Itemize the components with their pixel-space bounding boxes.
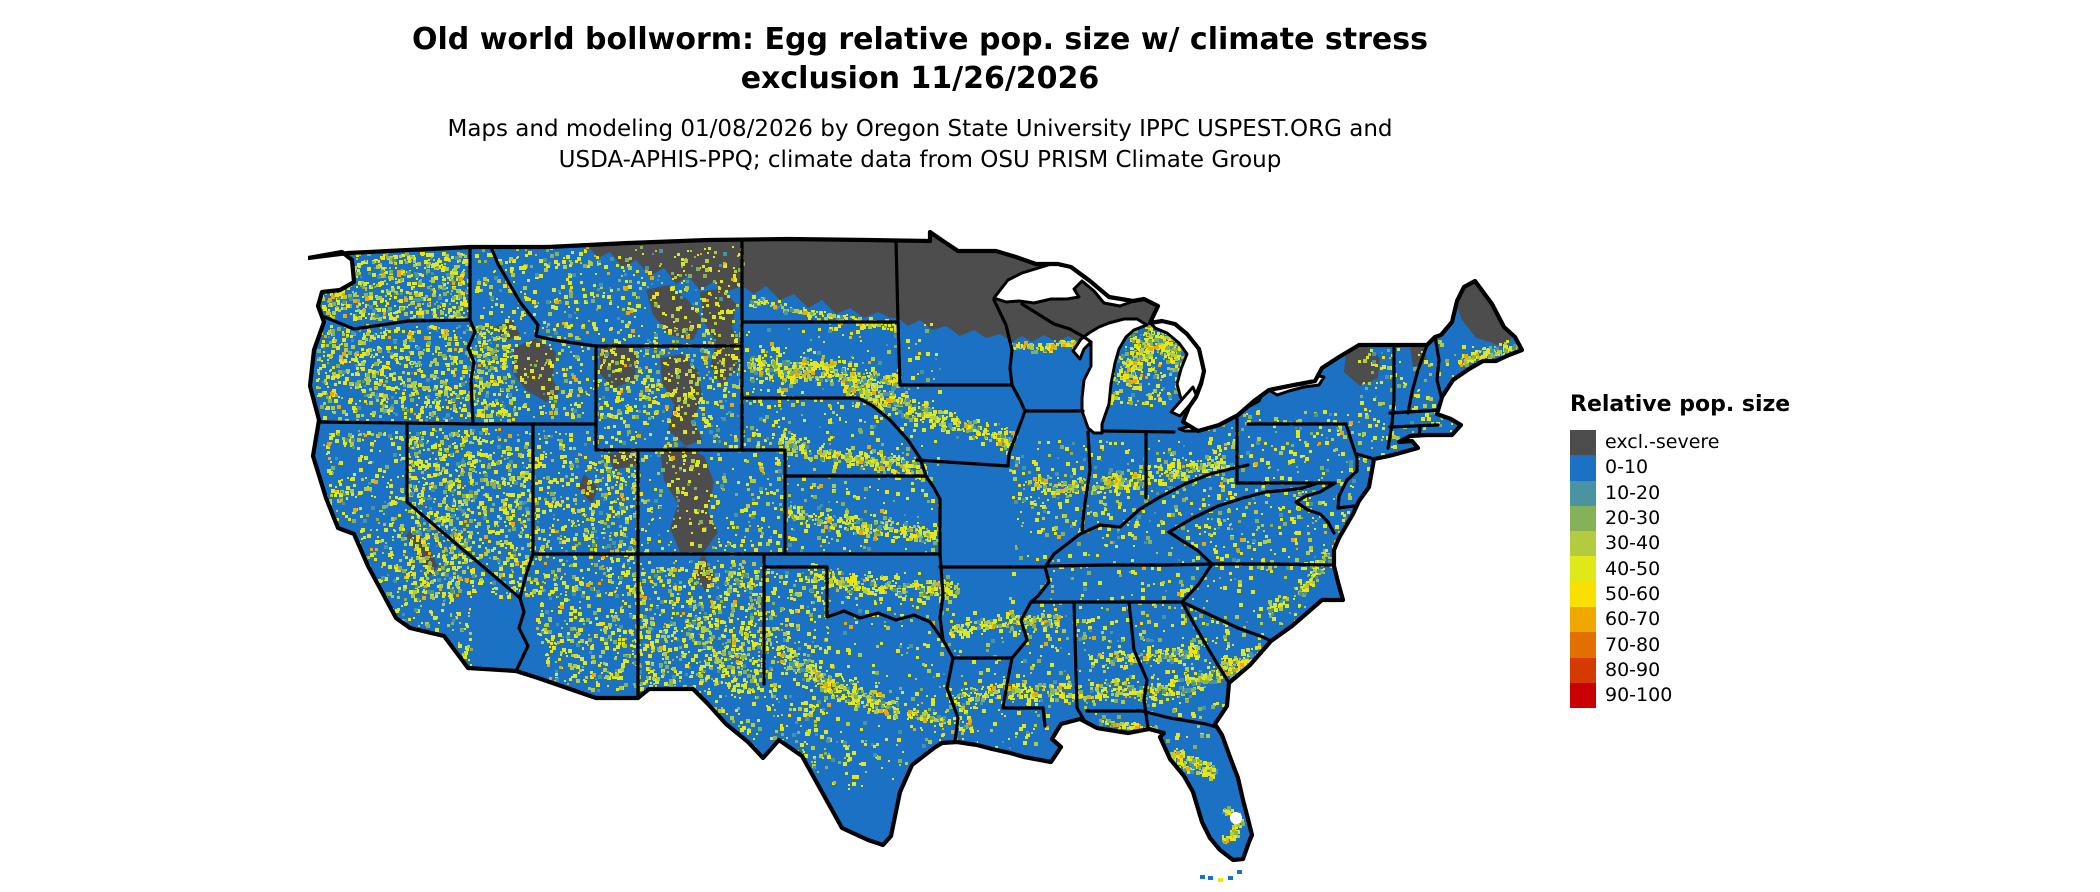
legend: Relative pop. size excl.-severe 0-10 10-20… [1570, 392, 1890, 709]
legend-swatch [1570, 682, 1596, 709]
header: Old world bollworm: Egg relative pop. si… [0, 20, 1840, 176]
legend-label: 20-30 [1605, 507, 1661, 530]
legend-swatch [1570, 607, 1596, 633]
us-map [308, 230, 1553, 892]
legend-label: excl.-severe [1605, 431, 1720, 454]
legend-label: 70-80 [1605, 633, 1661, 656]
legend-item: 90-100 [1570, 682, 1890, 709]
legend-item: 20-30 [1570, 505, 1890, 532]
legend-label: 50-60 [1605, 582, 1661, 605]
legend-swatch [1570, 455, 1596, 481]
legend-label: 80-90 [1605, 658, 1661, 681]
legend-label: 10-20 [1605, 481, 1661, 504]
legend-item: 80-90 [1570, 657, 1890, 683]
page-subtitle-line1: Maps and modeling 01/08/2026 by Oregon S… [447, 116, 1393, 142]
legend-item: 50-60 [1570, 581, 1890, 608]
legend-item: 40-50 [1570, 556, 1890, 582]
legend-item: excl.-severe [1570, 430, 1890, 456]
legend-label: 30-40 [1605, 532, 1661, 555]
legend-title: Relative pop. size [1570, 392, 1791, 417]
legend-swatch [1570, 480, 1596, 506]
legend-swatch [1570, 531, 1596, 557]
legend-item: 10-20 [1570, 480, 1890, 506]
page-subtitle-line2: USDA-APHIS-PPQ; climate data from OSU PR… [558, 147, 1282, 173]
legend-label: 90-100 [1605, 684, 1673, 707]
legend-label: 0-10 [1605, 456, 1649, 479]
legend-swatch [1570, 430, 1596, 456]
legend-item: 0-10 [1570, 455, 1890, 481]
legend-item: 70-80 [1570, 632, 1890, 658]
legend-swatch [1570, 581, 1596, 608]
page-subtitle: Maps and modeling 01/08/2026 by Oregon S… [0, 114, 1840, 176]
legend-swatch [1570, 657, 1596, 683]
us-map-svg [308, 230, 1525, 882]
legend-item: 60-70 [1570, 607, 1890, 633]
page-title: Old world bollworm: Egg relative pop. si… [0, 20, 1840, 98]
legend-label: 60-70 [1605, 608, 1661, 631]
page-title-line1: Old world bollworm: Egg relative pop. si… [412, 22, 1428, 57]
legend-items: excl.-severe 0-10 10-20 20-30 30-40 40-50 50-6… [1570, 430, 1890, 709]
page-title-line2: exclusion 11/26/2026 [740, 61, 1100, 96]
legend-swatch [1570, 505, 1596, 532]
legend-label: 40-50 [1605, 557, 1661, 580]
legend-swatch [1570, 632, 1596, 658]
legend-item: 30-40 [1570, 531, 1890, 557]
legend-swatch [1570, 556, 1596, 582]
